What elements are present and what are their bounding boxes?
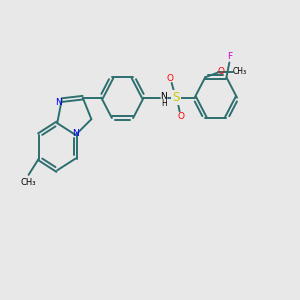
Text: N: N xyxy=(72,129,79,138)
Text: O: O xyxy=(178,112,184,121)
Text: F: F xyxy=(227,52,232,61)
Text: S: S xyxy=(172,91,180,104)
Text: O: O xyxy=(167,74,173,82)
Text: CH₃: CH₃ xyxy=(232,67,247,76)
Text: O: O xyxy=(217,67,224,76)
Text: N: N xyxy=(160,92,167,101)
Text: H: H xyxy=(161,99,167,108)
Text: CH₃: CH₃ xyxy=(20,178,36,187)
Text: N: N xyxy=(55,98,62,107)
